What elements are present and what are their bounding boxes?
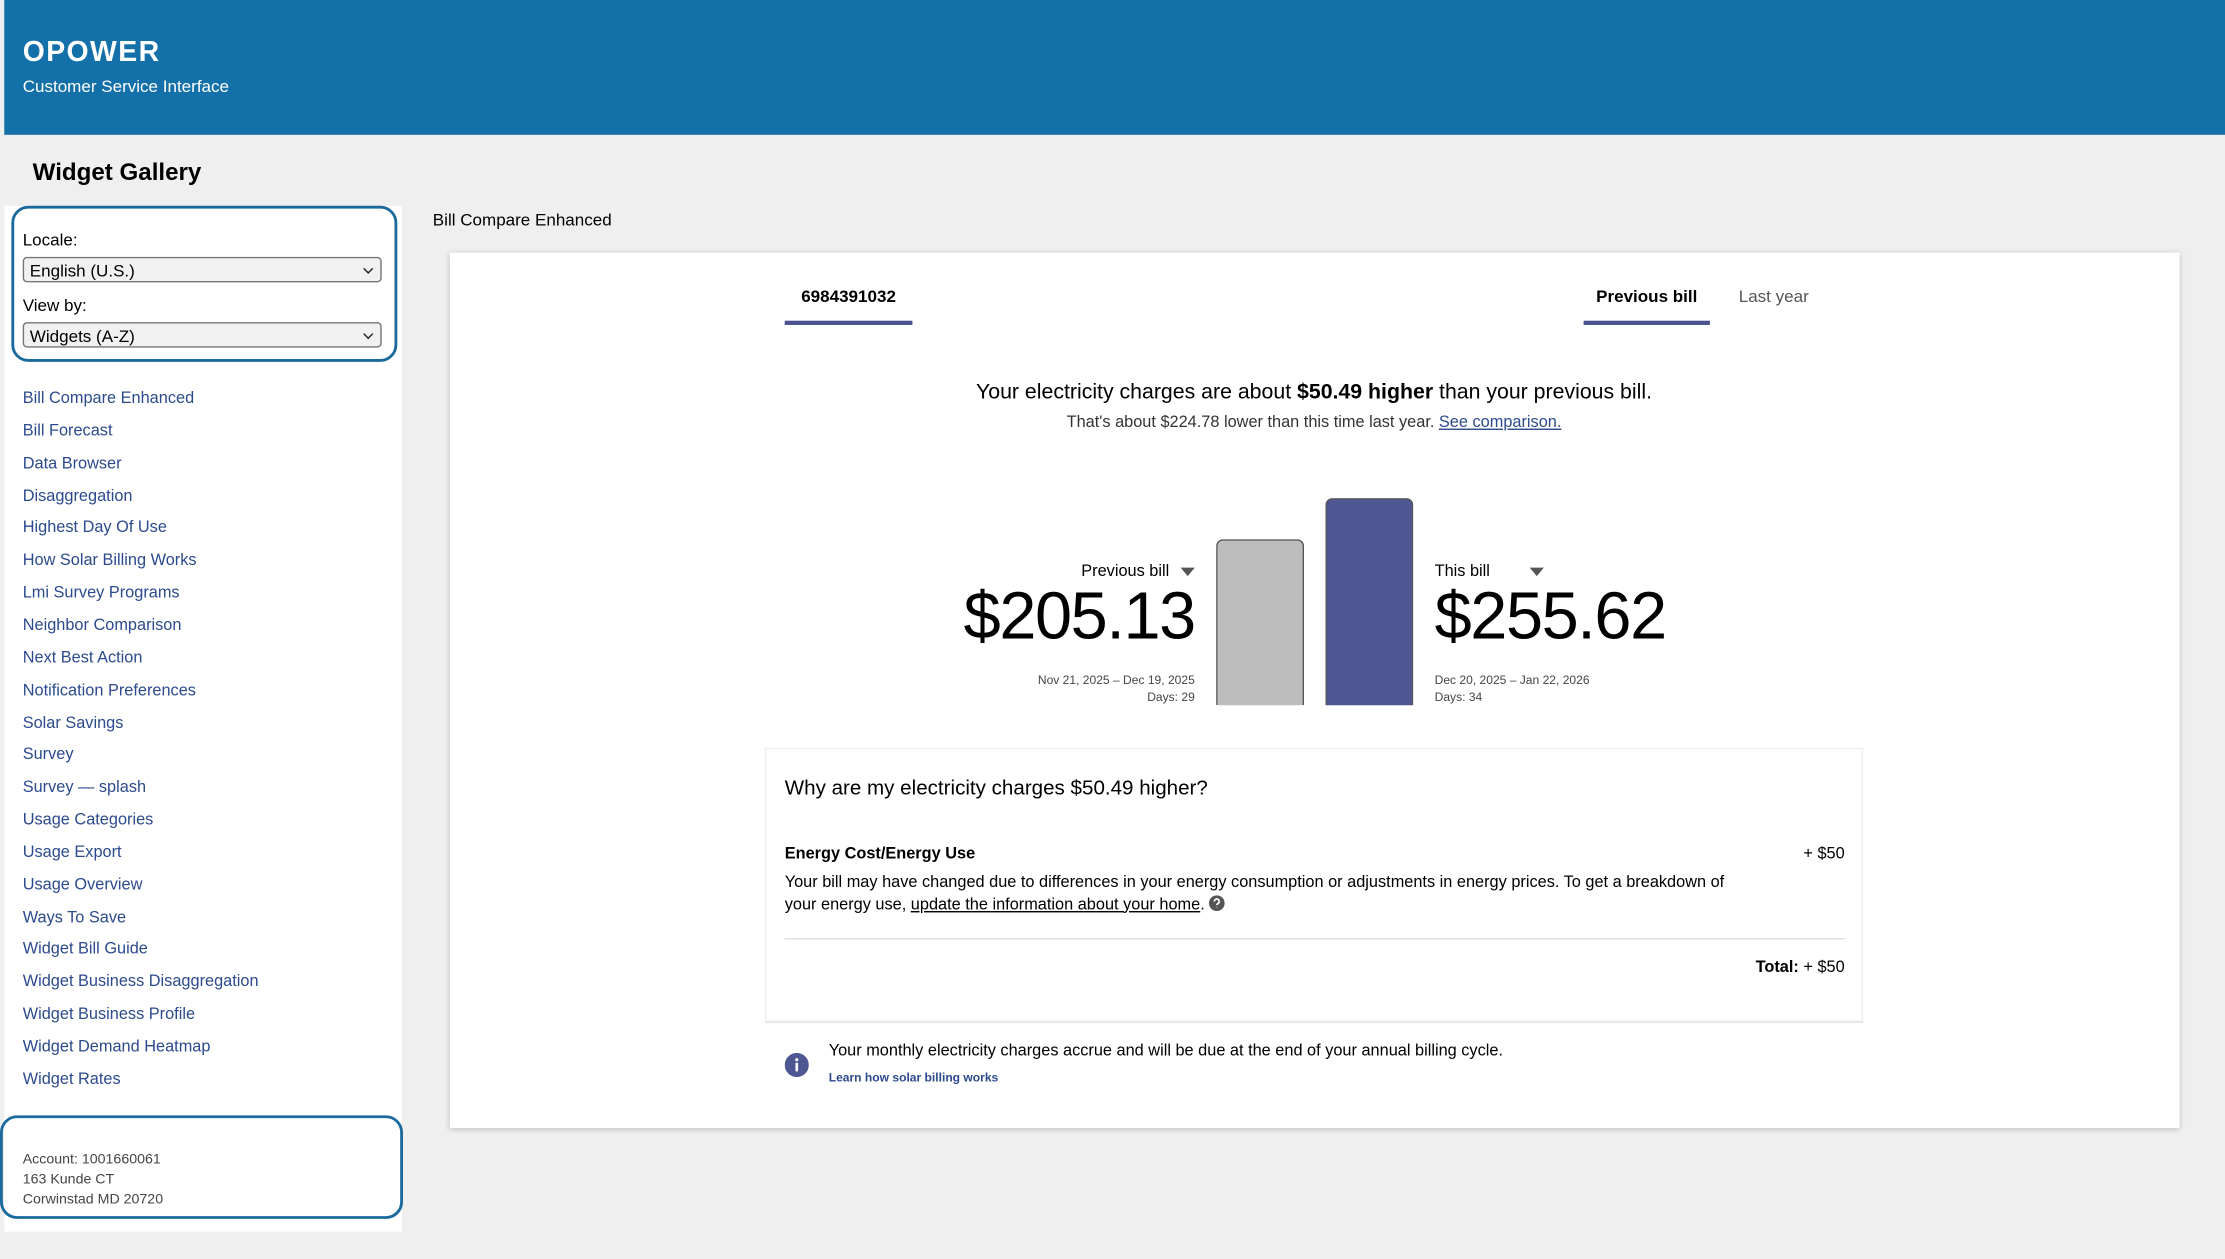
view-select[interactable]: Widgets (A-Z) <box>22 322 382 348</box>
dropdown-arrow[interactable] <box>1180 567 1195 577</box>
nav-link[interactable]: Widget Rates <box>22 1071 121 1089</box>
divider <box>764 1021 1864 1024</box>
bill-bar <box>1325 498 1414 706</box>
bill-amount: $255.62 <box>1434 577 1668 653</box>
logo: OPOWER <box>22 36 161 69</box>
emphasis: $50.49 higher <box>1297 380 1434 405</box>
bill-days: Days: 34 <box>1434 689 1483 704</box>
link[interactable]: update the information about your home <box>910 896 1201 914</box>
nav-link[interactable]: Survey — splash <box>22 779 147 797</box>
text: Your electricity charges are about <box>975 380 1298 405</box>
nav-link[interactable]: Lmi Survey Programs <box>22 584 180 602</box>
sidebar <box>4 205 402 1232</box>
bill-dates: Nov 21, 2025 – Dec 19, 2025 <box>1037 672 1195 687</box>
total: Total: + $50 <box>1561 959 1845 976</box>
nav-link[interactable]: Usage Overview <box>22 876 143 894</box>
nav-link[interactable]: Widget Demand Heatmap <box>22 1038 211 1056</box>
text: That's about $224.78 lower than this tim… <box>1066 414 1439 432</box>
total-label: Total: <box>1755 959 1799 977</box>
nav-link[interactable]: Next Best Action <box>22 649 143 667</box>
tab-underline <box>1583 320 1710 325</box>
bill-bar <box>1216 538 1305 706</box>
item-amount: + $50 <box>1803 845 1845 863</box>
nav-link[interactable]: Solar Savings <box>22 714 124 732</box>
account-line: Corwinstad MD 20720 <box>22 1191 164 1208</box>
locale-select[interactable]: English (U.S.) <box>22 256 382 283</box>
tab[interactable]: Previous bill <box>1596 286 1698 307</box>
link[interactable]: See comparison. <box>1438 414 1562 432</box>
card <box>449 252 2180 1129</box>
header: OPOWER Customer Service Interface <box>4 0 2225 135</box>
label: Locale: <box>22 229 78 250</box>
bill-label[interactable]: Previous bill <box>1081 563 1195 580</box>
bill-label[interactable]: This bill <box>1435 563 1544 580</box>
bill-amount: $205.13 <box>963 577 1197 653</box>
nav-link[interactable]: Bill Forecast <box>22 422 113 440</box>
nav-link[interactable]: Highest Day Of Use <box>22 519 167 537</box>
dropdown-arrow[interactable] <box>1529 567 1544 577</box>
label: View by: <box>22 295 87 316</box>
subtitle: Customer Service Interface <box>22 76 230 97</box>
nav-link[interactable]: Bill Compare Enhanced <box>22 390 195 408</box>
notice-text: Your monthly electricity charges accrue … <box>828 1042 1503 1061</box>
headline: Your electricity charges are about $50.4… <box>765 380 1863 404</box>
nav-link[interactable]: Survey <box>22 746 74 764</box>
item-name: Energy Cost/Energy Use <box>784 845 976 863</box>
nav-link[interactable]: Notification Preferences <box>22 682 196 700</box>
nav-link[interactable]: Widget Bill Guide <box>22 941 148 959</box>
info-icon <box>784 1052 809 1078</box>
nav-link[interactable]: Ways To Save <box>22 909 127 927</box>
why-title: Why are my electricity charges $50.49 hi… <box>784 777 1208 801</box>
nav-link[interactable]: How Solar Billing Works <box>22 552 197 570</box>
nav-link[interactable]: Data Browser <box>22 455 122 473</box>
notice-link[interactable]: Learn how solar billing works <box>828 1069 999 1085</box>
nav-link[interactable]: Usage Categories <box>22 811 154 829</box>
account-tab[interactable]: 6984391032 <box>801 286 896 307</box>
nav-link[interactable]: Widget Business Profile <box>22 1006 196 1024</box>
divider <box>784 937 1845 940</box>
total-value: + $50 <box>1803 959 1845 977</box>
tab[interactable]: Last year <box>1738 286 1809 307</box>
item-text: Your bill may have changed due to differ… <box>785 873 1750 917</box>
text: than your previous bill. <box>1433 380 1652 405</box>
account-line: Account: 1001660061 <box>22 1152 161 1168</box>
help-icon[interactable] <box>1209 894 1225 911</box>
nav-link[interactable]: Disaggregation <box>22 487 133 505</box>
account-box <box>0 1115 403 1219</box>
widget-name: Bill Compare Enhanced <box>432 210 612 230</box>
tab-underline <box>784 320 913 325</box>
bill-dates: Dec 20, 2025 – Jan 22, 2026 <box>1434 672 1590 687</box>
account-line: 163 Kunde CT <box>22 1172 115 1188</box>
text: Your bill may have changed due to differ… <box>784 874 1725 914</box>
bill-days: Days: 29 <box>1147 689 1195 704</box>
nav-link[interactable]: Usage Export <box>22 844 122 862</box>
text: . <box>1200 896 1205 914</box>
page-title: Widget Gallery <box>32 158 202 186</box>
nav-link[interactable]: Widget Business Disaggregation <box>22 973 259 991</box>
subline: That's about $224.78 lower than this tim… <box>765 414 1863 431</box>
filter-box <box>11 205 398 362</box>
nav-link[interactable]: Neighbor Comparison <box>22 617 182 635</box>
why-box <box>764 747 1864 1022</box>
